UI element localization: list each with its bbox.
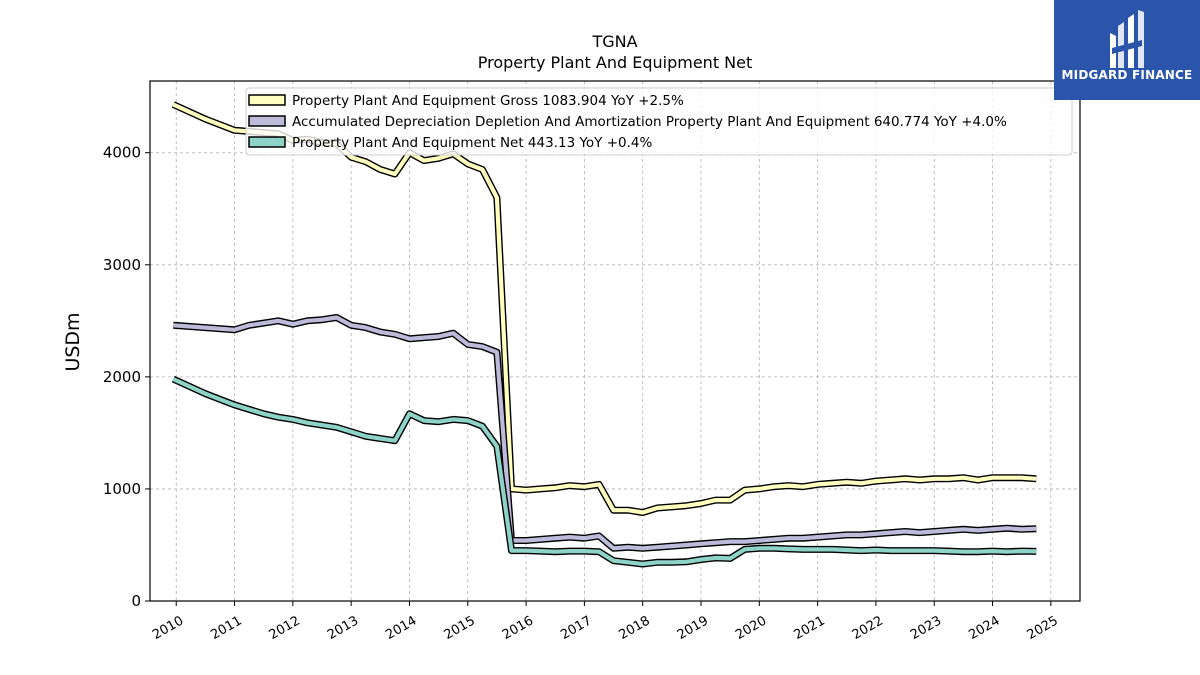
grid-lines bbox=[150, 81, 1080, 602]
x-tick-label: 2018 bbox=[617, 613, 653, 643]
y-tick-label: 2000 bbox=[103, 368, 141, 386]
series-line bbox=[173, 315, 1037, 551]
x-tick-label: 2011 bbox=[208, 613, 244, 643]
plot-area-frame bbox=[149, 80, 1081, 602]
x-tick-label: 2024 bbox=[966, 613, 1002, 643]
chart-title: TGNA bbox=[591, 32, 637, 51]
x-tick-label: 2015 bbox=[442, 613, 478, 643]
axes: 0 1000 2000 3000 4000 2010 2011 2012 2013 2014 201… bbox=[103, 144, 1061, 643]
x-tick-label: 2010 bbox=[150, 613, 186, 643]
series-line bbox=[172, 102, 1037, 515]
legend-entry: Property Plant And Equipment Gross 1083.… bbox=[292, 93, 684, 109]
y-axis-label: USDm bbox=[62, 312, 84, 371]
series-line-outline bbox=[173, 314, 1037, 552]
x-tick-label: 2025 bbox=[1025, 613, 1061, 643]
y-tick-label: 3000 bbox=[103, 256, 141, 274]
legend-entry: Property Plant And Equipment Net 443.13 … bbox=[292, 135, 652, 151]
series-lines bbox=[171, 101, 1037, 568]
y-tick-label: 1000 bbox=[103, 480, 141, 498]
x-tick-label: 2014 bbox=[383, 613, 419, 643]
legend-swatch bbox=[248, 136, 286, 148]
series-line bbox=[172, 377, 1037, 567]
legend: Property Plant And Equipment Gross 1083.… bbox=[245, 87, 1073, 156]
legend-frame bbox=[245, 87, 1073, 156]
midgard-finance-logo: MIDGARD FINANCE bbox=[1054, 0, 1200, 100]
series-line-outline bbox=[171, 375, 1037, 568]
x-tick-label: 2013 bbox=[325, 613, 361, 643]
x-tick-label: 2020 bbox=[733, 613, 769, 643]
x-tick-label: 2021 bbox=[791, 613, 827, 643]
x-tick-label: 2017 bbox=[558, 613, 594, 643]
y-tick-label: 4000 bbox=[103, 144, 141, 162]
legend-entry: Accumulated Depreciation Depletion And A… bbox=[292, 114, 1007, 130]
x-tick-label: 2022 bbox=[850, 613, 886, 643]
logo-text: MIDGARD FINANCE bbox=[1061, 68, 1193, 82]
x-tick-label: 2019 bbox=[675, 613, 711, 643]
legend-swatch bbox=[248, 94, 286, 106]
x-tick-label: 2023 bbox=[908, 613, 944, 643]
x-tick-label: 2016 bbox=[500, 613, 536, 643]
logo-mark-icon bbox=[1110, 10, 1144, 68]
series-line-outline bbox=[171, 101, 1037, 516]
chart-subtitle: Property Plant And Equipment Net bbox=[478, 53, 753, 72]
legend-swatch bbox=[248, 115, 286, 127]
y-tick-label: 0 bbox=[131, 592, 141, 610]
x-tick-label: 2012 bbox=[267, 613, 303, 643]
